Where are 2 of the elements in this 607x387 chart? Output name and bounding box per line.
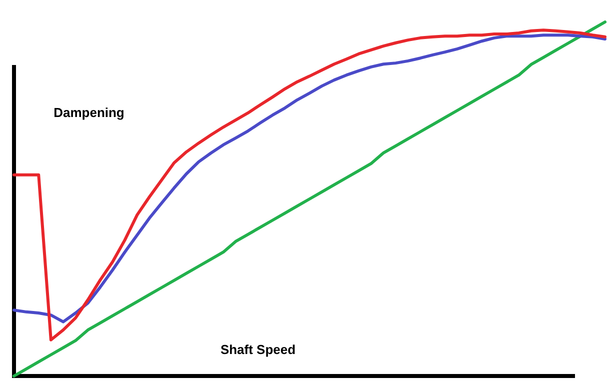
- y-axis-title: Dampening: [54, 105, 124, 120]
- x-axis-title: Shaft Speed: [220, 342, 296, 357]
